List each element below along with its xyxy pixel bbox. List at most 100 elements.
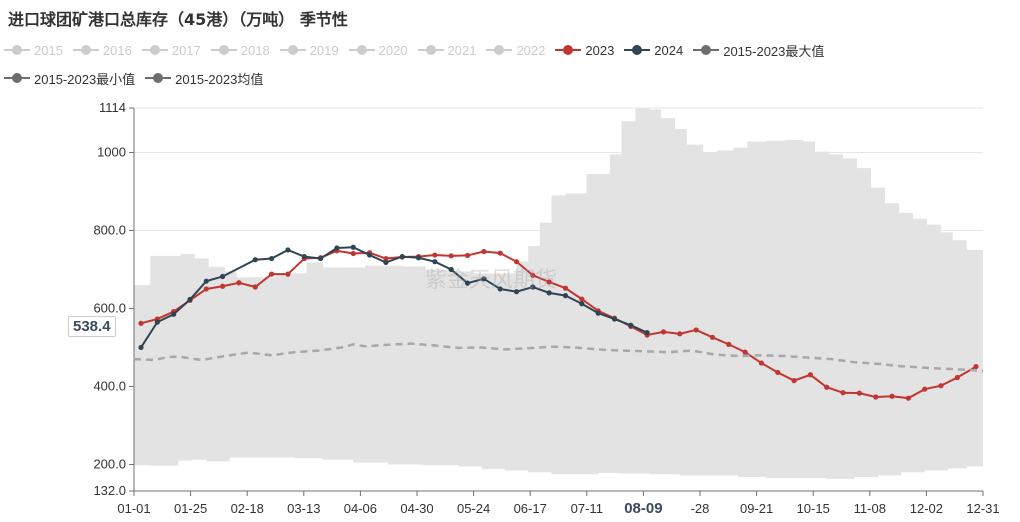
series-point-2024 bbox=[432, 259, 438, 265]
series-point-2023 bbox=[922, 386, 928, 392]
y-axis-pointer-label: 538.4 bbox=[68, 316, 116, 337]
series-point-2024 bbox=[252, 257, 258, 263]
series-point-2023 bbox=[562, 285, 569, 291]
series-point-2023 bbox=[693, 327, 699, 333]
legend-line-marker-icon bbox=[210, 45, 237, 55]
series-point-2023 bbox=[350, 250, 356, 257]
series-point-2024 bbox=[203, 278, 209, 284]
series-point-2024 bbox=[628, 322, 634, 328]
legend-item-2022[interactable]: 2022 bbox=[486, 43, 545, 58]
series-point-2024 bbox=[644, 330, 650, 336]
series-point-2024 bbox=[611, 316, 618, 322]
legend-label: 2020 bbox=[378, 42, 408, 58]
series-point-2023 bbox=[285, 271, 291, 277]
legend-line-marker-icon bbox=[141, 45, 168, 55]
legend-item-2016[interactable]: 2016 bbox=[72, 43, 132, 58]
chart-title: 进口球团矿港口总库存（45港）（万吨） 季节性 bbox=[8, 10, 348, 29]
legend-label: 2024 bbox=[654, 42, 684, 58]
legend-item-2019[interactable]: 2019 bbox=[279, 42, 339, 58]
series-point-2024 bbox=[448, 266, 454, 273]
series-point-2023 bbox=[513, 259, 520, 265]
series-point-2024 bbox=[464, 280, 471, 286]
legend-label: 2019 bbox=[309, 42, 339, 58]
series-point-2023 bbox=[252, 284, 258, 290]
series-point-2023 bbox=[464, 252, 471, 259]
series-point-2024 bbox=[154, 319, 160, 325]
x-tick-label: 06-17 bbox=[514, 501, 547, 516]
series-point-2023 bbox=[481, 248, 487, 255]
series-point-2023 bbox=[236, 280, 242, 286]
x-tick-label: 11-08 bbox=[854, 501, 886, 516]
series-point-2024 bbox=[301, 253, 307, 260]
y-tick-label: 1000 bbox=[97, 144, 126, 159]
x-tick-label: 04-06 bbox=[344, 501, 377, 516]
series-point-2023 bbox=[530, 272, 536, 278]
legend-item-2015-2023最大值[interactable]: 2015-2023最大值 bbox=[693, 41, 824, 60]
series-point-2023 bbox=[660, 329, 667, 335]
legend-row: 2015 2016 2017 2018 2019 2020 2021 2022 2023 2024… bbox=[4, 36, 1014, 64]
legend-label: 2023 bbox=[585, 42, 615, 58]
legend-label: 2015-2023均值 bbox=[175, 71, 264, 87]
series-point-2024 bbox=[481, 276, 487, 282]
series-point-2024 bbox=[579, 301, 585, 307]
series-point-2024 bbox=[350, 244, 356, 250]
series-point-2024 bbox=[366, 252, 373, 258]
legend-row: 2015-2023最小值 2015-2023均值 bbox=[4, 64, 1014, 92]
series-point-2024 bbox=[187, 296, 193, 303]
legend-item-2018[interactable]: 2018 bbox=[210, 42, 270, 58]
y-tick-label: 132.0 bbox=[93, 483, 126, 498]
series-point-2023 bbox=[432, 252, 438, 258]
legend-item-2015[interactable]: 2015 bbox=[4, 43, 63, 58]
x-tick-label: 03-13 bbox=[287, 501, 320, 516]
y-tick-label: 800.0 bbox=[93, 222, 126, 237]
series-point-2023 bbox=[726, 341, 732, 347]
series-point-2023 bbox=[138, 320, 144, 326]
series-point-2023 bbox=[873, 394, 879, 400]
x-tick-label: 07-11 bbox=[571, 501, 603, 516]
legend-line-marker-icon bbox=[348, 45, 375, 55]
x-tick-label: 02-18 bbox=[231, 501, 264, 516]
series-point-2023 bbox=[775, 369, 781, 376]
series-point-2024 bbox=[415, 255, 422, 261]
series-point-2024 bbox=[220, 273, 226, 280]
legend-item-2020[interactable]: 2020 bbox=[348, 42, 408, 58]
series-point-2024 bbox=[497, 286, 503, 292]
series-point-2023 bbox=[889, 393, 895, 399]
y-tick-label: 400.0 bbox=[93, 378, 126, 393]
x-tick-label: 04-30 bbox=[400, 501, 433, 516]
legend-item-2017[interactable]: 2017 bbox=[141, 43, 201, 58]
x-tick-label: -28 bbox=[691, 501, 710, 516]
series-point-2023 bbox=[709, 334, 716, 340]
series-point-2024 bbox=[546, 290, 552, 296]
x-tick-label: 09-21 bbox=[740, 501, 773, 516]
series-point-2023 bbox=[938, 383, 944, 389]
legend-line-marker-icon bbox=[145, 73, 172, 83]
series-point-2023 bbox=[905, 395, 911, 401]
series-point-2023 bbox=[807, 372, 814, 378]
series-point-2023 bbox=[546, 279, 552, 285]
legend-item-2015-2023最小值[interactable]: 2015-2023最小值 bbox=[4, 69, 135, 88]
series-point-2024 bbox=[513, 289, 520, 295]
series-point-2024 bbox=[595, 310, 601, 316]
x-tick-label: 12-02 bbox=[910, 501, 943, 516]
series-point-2024 bbox=[285, 247, 291, 253]
series-point-2023 bbox=[973, 363, 979, 370]
series-point-2023 bbox=[203, 286, 209, 292]
legend-line-marker-icon bbox=[417, 45, 444, 55]
legend-item-2021[interactable]: 2021 bbox=[417, 43, 476, 58]
legend-item-2015-2023均值[interactable]: 2015-2023均值 bbox=[145, 69, 263, 88]
series-point-2024 bbox=[562, 292, 569, 299]
series-line-2015-2023均值 bbox=[133, 342, 984, 373]
legend-item-2023[interactable]: 2023 bbox=[555, 43, 614, 58]
series-point-2023 bbox=[579, 296, 585, 302]
x-tick-label: 08-09 bbox=[624, 500, 662, 517]
series-point-2024 bbox=[399, 253, 405, 260]
series-point-2024 bbox=[334, 245, 340, 251]
legend-line-marker-icon bbox=[486, 45, 513, 55]
legend-label: 2018 bbox=[240, 42, 270, 58]
legend-item-2024[interactable]: 2024 bbox=[624, 43, 683, 58]
series-point-2024 bbox=[383, 259, 389, 266]
legend-line-marker-icon bbox=[555, 45, 582, 55]
series-point-2023 bbox=[497, 250, 503, 256]
legend-line-marker-icon bbox=[624, 45, 651, 55]
